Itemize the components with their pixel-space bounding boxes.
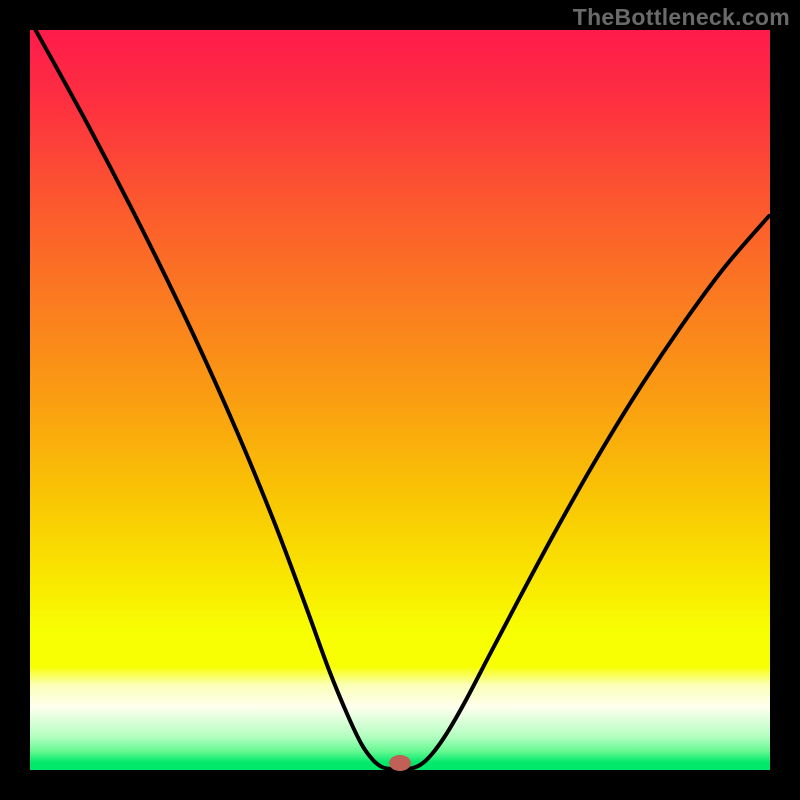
plot-background <box>30 30 770 770</box>
watermark-text: TheBottleneck.com <box>573 4 790 31</box>
bottleneck-chart <box>0 0 800 800</box>
current-point-marker <box>389 755 411 771</box>
